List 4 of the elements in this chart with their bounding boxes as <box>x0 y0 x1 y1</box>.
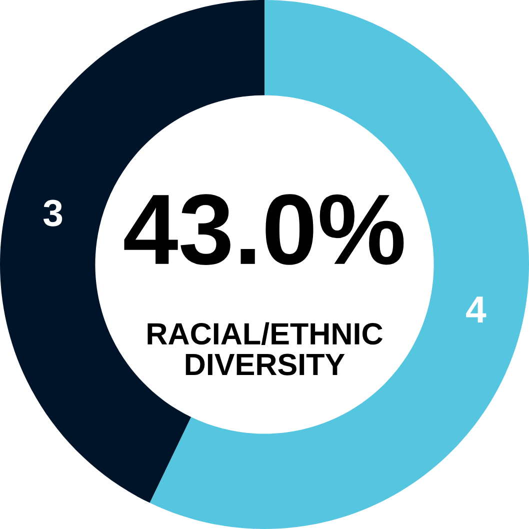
text: 43.0% <box>124 194 404 266</box>
data-label: 4 <box>466 296 486 322</box>
text: RACIAL/ETHNIC DIVERSITY <box>148 322 382 376</box>
data-label: 3 <box>43 200 62 226</box>
